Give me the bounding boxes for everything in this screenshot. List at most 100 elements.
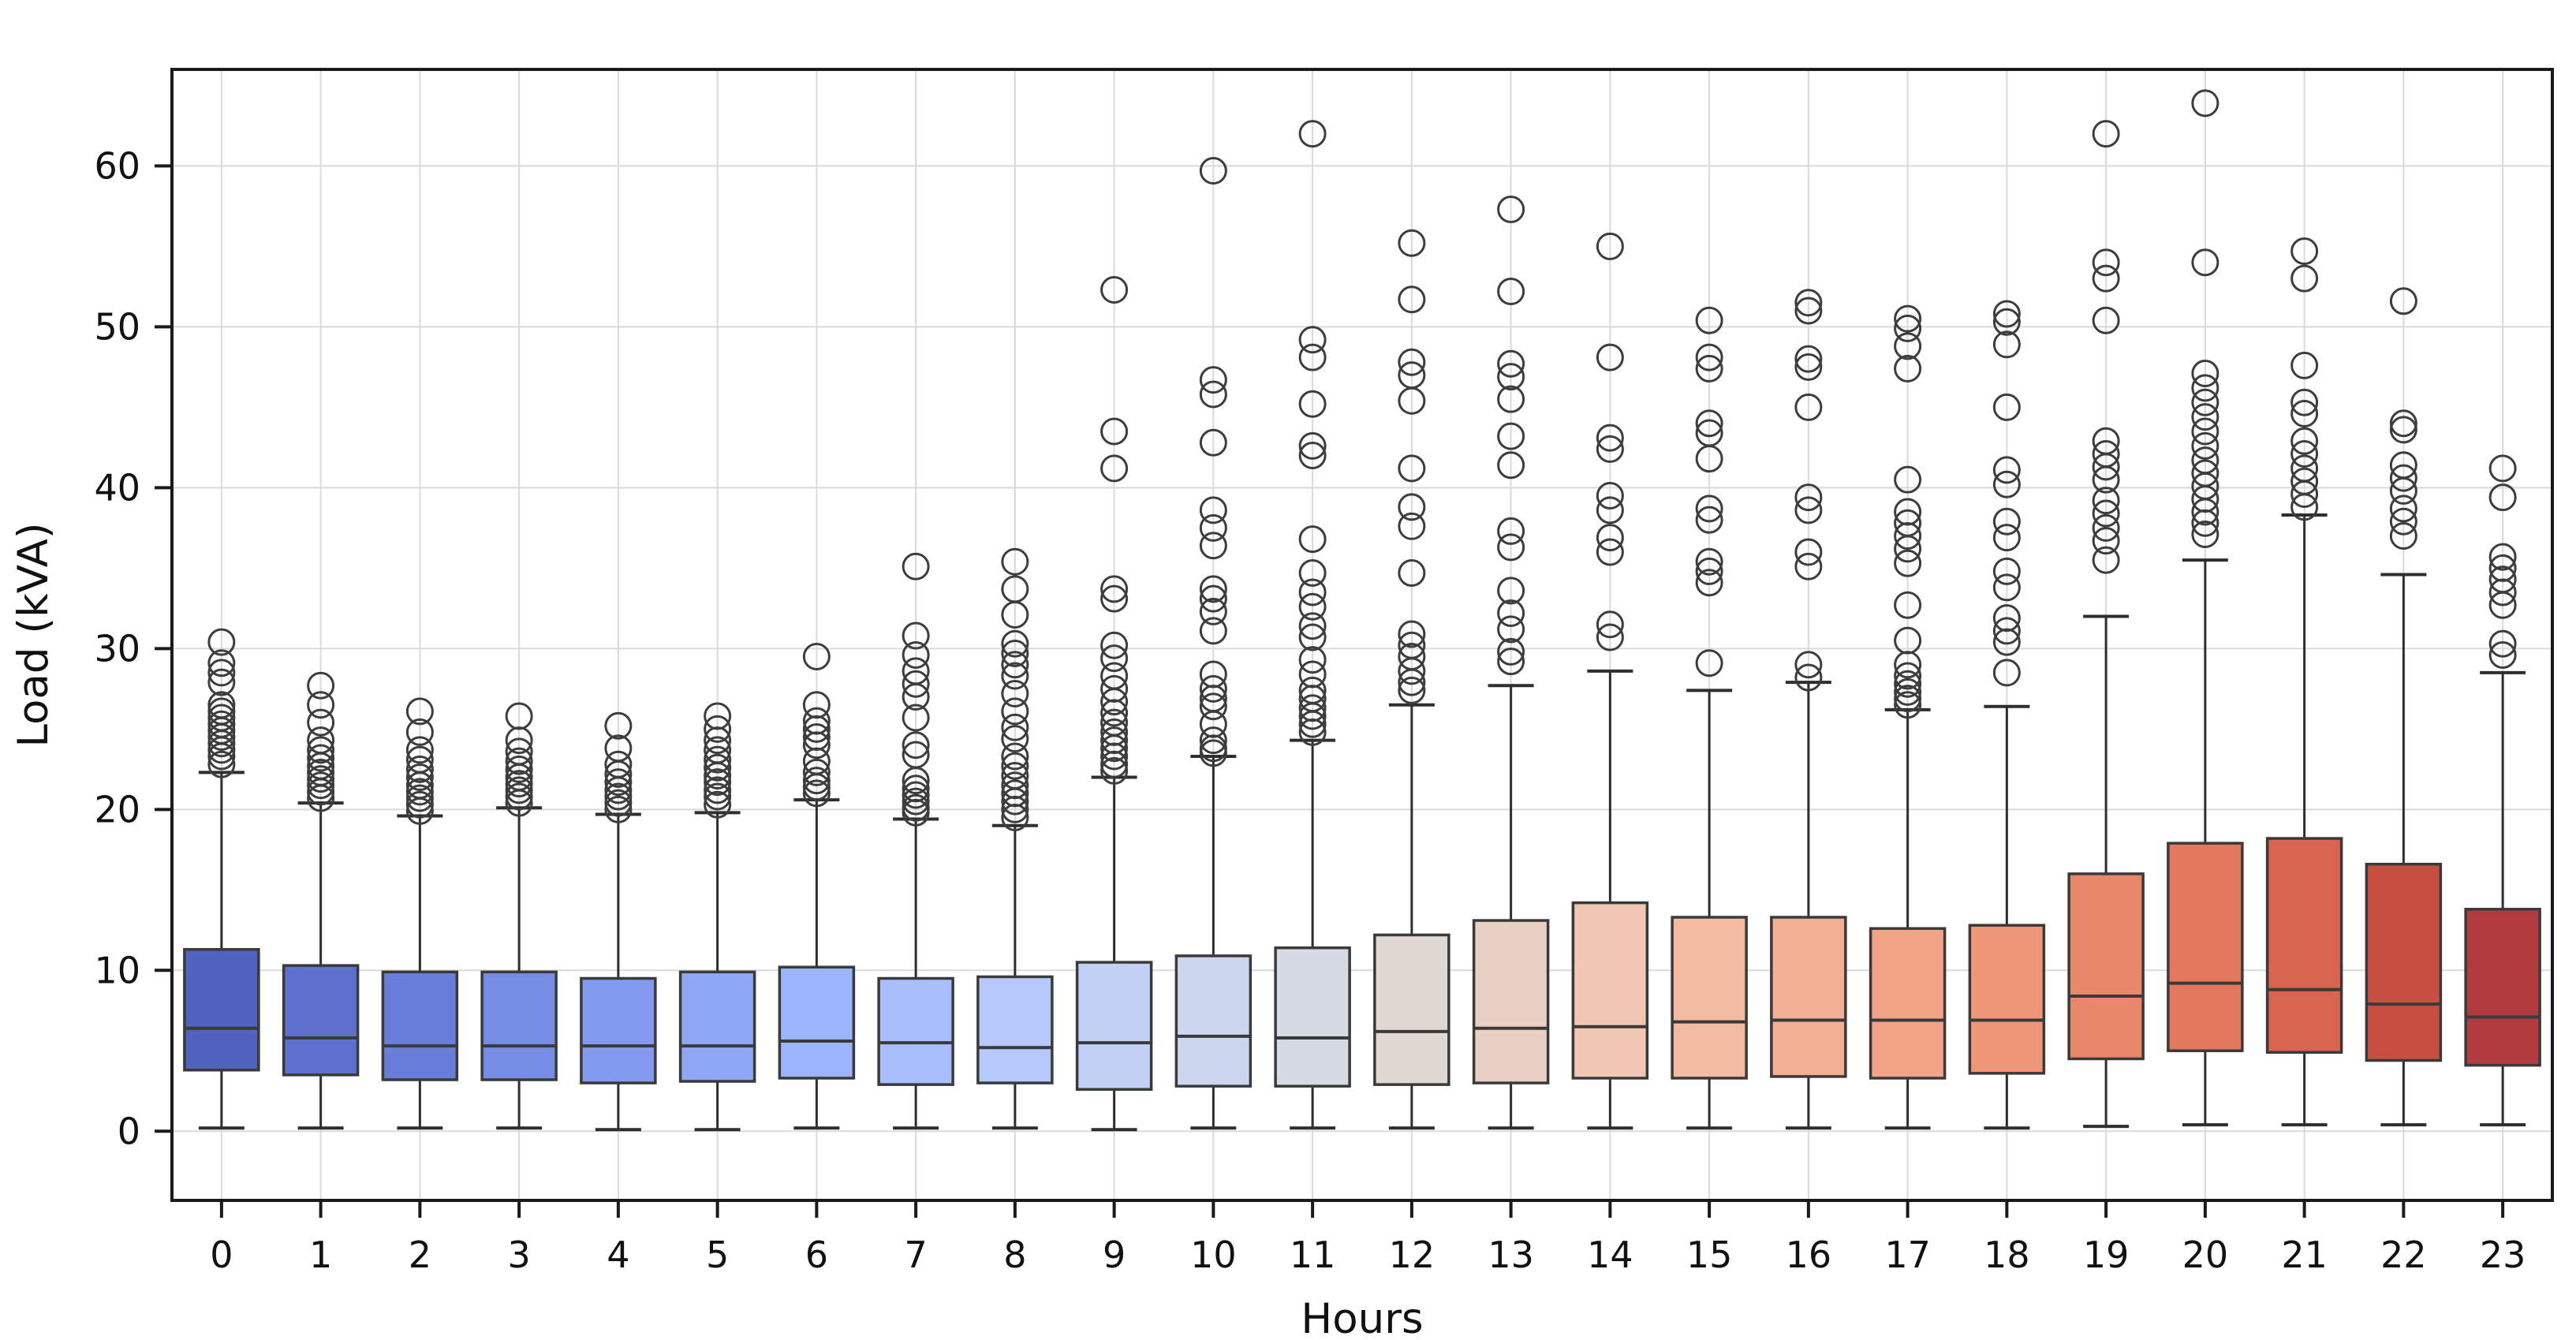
box-hour-1 xyxy=(282,964,360,1077)
outlier-hour-15 xyxy=(1695,557,1723,585)
outlier-hour-23 xyxy=(2488,554,2517,582)
outlier-hour-23 xyxy=(2488,629,2517,658)
plot-frame xyxy=(170,68,2554,1202)
outlier-hour-7 xyxy=(902,640,930,669)
outlier-hour-17 xyxy=(1894,662,1922,690)
outlier-hour-11 xyxy=(1298,431,1327,460)
outlier-hour-8 xyxy=(1001,752,1029,780)
outlier-hour-20 xyxy=(2191,417,2219,446)
outlier-hour-9 xyxy=(1100,584,1129,613)
outlier-hour-18 xyxy=(1992,300,2021,328)
outlier-hour-2 xyxy=(405,784,434,812)
x-tick-label-3: 3 xyxy=(507,1234,530,1276)
box-hour-17 xyxy=(1869,927,1947,1080)
outlier-hour-22 xyxy=(2389,464,2417,492)
box-hour-22 xyxy=(2365,862,2443,1062)
outlier-hour-13 xyxy=(1497,451,1525,480)
outlier-hour-9 xyxy=(1100,275,1129,304)
outlier-hour-7 xyxy=(902,741,930,769)
outlier-hour-12 xyxy=(1398,454,1426,483)
outlier-hour-18 xyxy=(1992,470,2021,498)
outlier-hour-14 xyxy=(1596,623,1624,651)
x-tick-label-21: 21 xyxy=(2281,1234,2328,1276)
outlier-hour-1 xyxy=(307,708,335,737)
outlier-hour-15 xyxy=(1695,649,1723,677)
plot-border xyxy=(170,68,2554,1202)
x-tick-label-12: 12 xyxy=(1389,1234,1435,1276)
outlier-hour-8 xyxy=(1001,779,1029,808)
x-tick-label-17: 17 xyxy=(1884,1234,1931,1276)
box-hour-23 xyxy=(2464,908,2541,1067)
outlier-hour-22 xyxy=(2389,451,2417,480)
outlier-hour-6 xyxy=(802,643,831,671)
outlier-hour-17 xyxy=(1894,670,1922,698)
outlier-hour-16 xyxy=(1794,496,1823,524)
outlier-hour-7 xyxy=(902,731,930,760)
outlier-hour-9 xyxy=(1100,575,1129,603)
outlier-hour-1 xyxy=(307,765,335,793)
outlier-hour-2 xyxy=(405,778,434,806)
outlier-hour-19 xyxy=(2092,527,2120,555)
outlier-hour-16 xyxy=(1794,297,1823,325)
outlier-hour-17 xyxy=(1894,304,1922,333)
outlier-hour-4 xyxy=(604,789,633,817)
outlier-hour-9 xyxy=(1100,662,1129,690)
outlier-hour-22 xyxy=(2389,409,2417,438)
x-tick-label-1: 1 xyxy=(309,1234,332,1276)
outlier-hour-8 xyxy=(1001,725,1029,753)
outlier-hour-5 xyxy=(704,702,732,730)
outlier-hour-19 xyxy=(2092,306,2120,334)
outlier-hour-2 xyxy=(405,755,434,783)
outlier-hour-11 xyxy=(1298,525,1327,554)
y-tick-label-60: 60 xyxy=(94,144,140,187)
outlier-hour-14 xyxy=(1596,524,1624,552)
outlier-hour-11 xyxy=(1298,390,1327,418)
outlier-hour-14 xyxy=(1596,538,1624,566)
outlier-hour-20 xyxy=(2191,521,2219,549)
outlier-hour-5 xyxy=(704,790,732,819)
outlier-hour-3 xyxy=(505,747,533,775)
outlier-hour-4 xyxy=(604,768,633,797)
outlier-hour-23 xyxy=(2488,640,2517,669)
outlier-hour-7 xyxy=(902,552,930,580)
outlier-hour-16 xyxy=(1794,393,1823,421)
x-tick-label-8: 8 xyxy=(1003,1234,1026,1276)
outlier-hour-4 xyxy=(604,734,633,763)
x-tick-label-19: 19 xyxy=(2083,1234,2130,1276)
outlier-hour-21 xyxy=(2290,427,2319,455)
x-tick-label-14: 14 xyxy=(1587,1234,1633,1276)
outlier-hour-23 xyxy=(2488,454,2517,483)
outlier-hour-6 xyxy=(802,767,831,795)
box-hour-10 xyxy=(1174,954,1253,1088)
y-tick-label-20: 20 xyxy=(94,788,140,831)
outlier-hour-22 xyxy=(2389,416,2417,444)
outlier-hour-13 xyxy=(1497,385,1525,413)
outlier-hour-5 xyxy=(704,768,732,797)
outlier-hour-12 xyxy=(1398,620,1426,648)
y-tick-label-10: 10 xyxy=(94,949,140,991)
outlier-hour-10 xyxy=(1199,617,1227,645)
outlier-hour-5 xyxy=(704,776,732,804)
outlier-hour-11 xyxy=(1298,442,1327,470)
outlier-hour-9 xyxy=(1100,454,1129,483)
outlier-hour-15 xyxy=(1695,547,1723,576)
outlier-hour-13 xyxy=(1497,349,1525,378)
y-tick-label-50: 50 xyxy=(94,305,140,348)
box-hour-2 xyxy=(381,970,459,1081)
outlier-hour-4 xyxy=(604,782,633,811)
outlier-hour-22 xyxy=(2389,287,2417,315)
outlier-hour-13 xyxy=(1497,517,1525,545)
outlier-hour-1 xyxy=(307,726,335,755)
outlier-hour-20 xyxy=(2191,374,2219,402)
outlier-hour-15 xyxy=(1695,419,1723,447)
outlier-hour-6 xyxy=(802,758,831,786)
x-tick-label-2: 2 xyxy=(409,1234,431,1276)
outlier-hour-17 xyxy=(1894,549,1922,577)
outlier-hour-12 xyxy=(1398,558,1426,587)
outlier-hour-13 xyxy=(1497,363,1525,391)
outlier-hour-22 xyxy=(2389,522,2417,551)
outlier-hour-13 xyxy=(1497,648,1525,676)
x-tick-label-5: 5 xyxy=(706,1234,729,1276)
outlier-hour-15 xyxy=(1695,495,1723,523)
